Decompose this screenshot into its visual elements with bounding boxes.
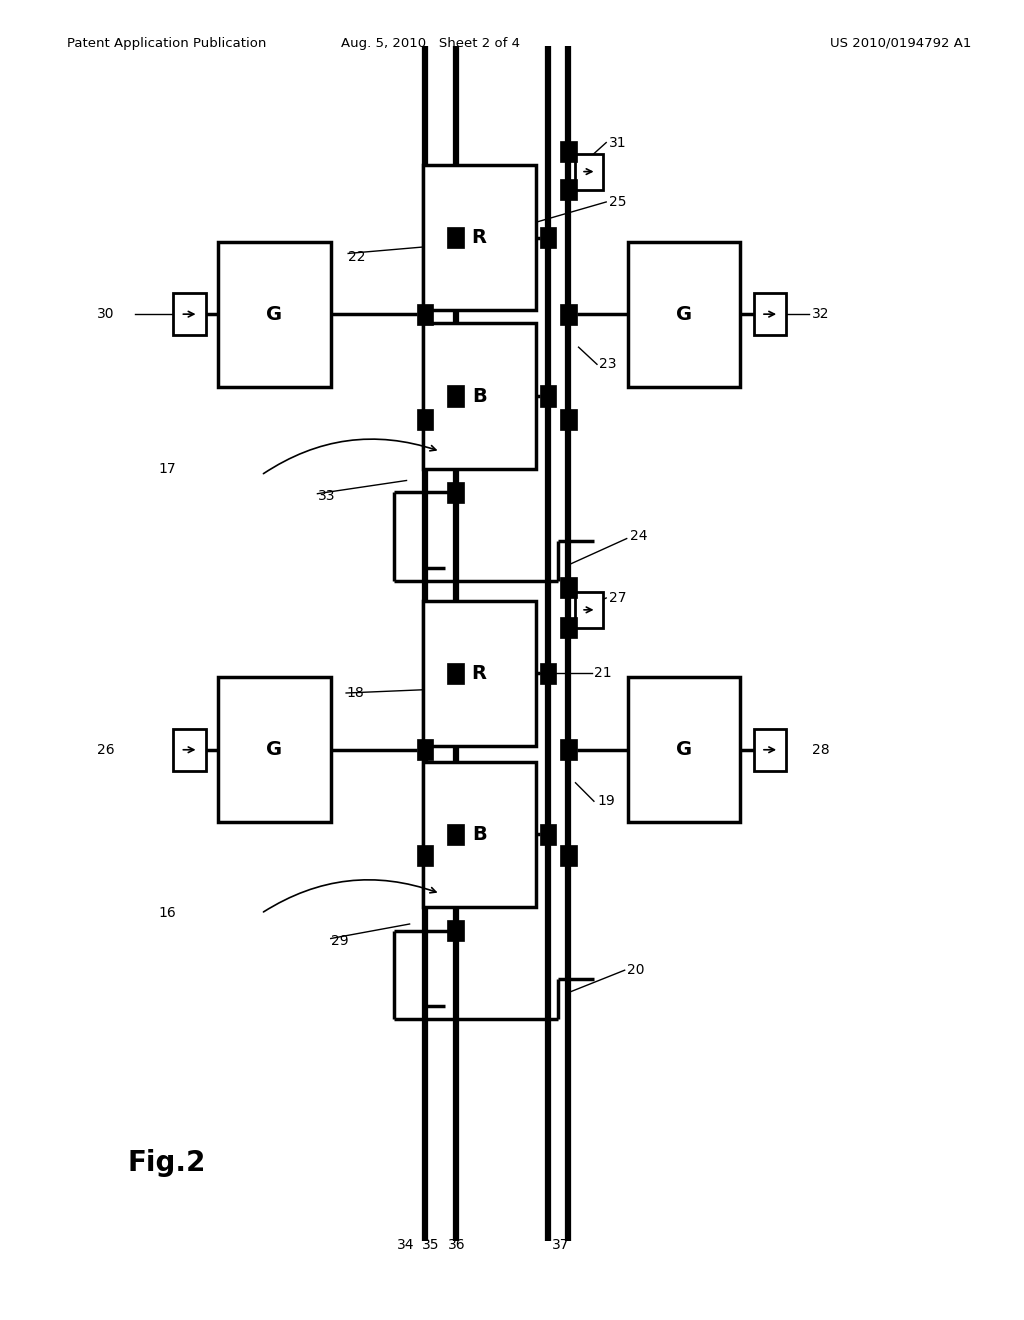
Text: 28: 28 [812,743,829,756]
Bar [218,677,331,822]
Text: Aug. 5, 2010   Sheet 2 of 4: Aug. 5, 2010 Sheet 2 of 4 [341,37,519,50]
Text: R: R [472,228,486,247]
Bar [560,304,577,325]
Bar [540,663,556,684]
Text: 37: 37 [552,1238,570,1251]
Text: 35: 35 [422,1238,440,1251]
Bar [754,293,786,335]
Bar [423,762,536,907]
Text: 30: 30 [97,308,115,321]
Bar [173,729,206,771]
Text: R: R [472,664,486,682]
Text: G: G [676,305,692,323]
Text: Fig.2: Fig.2 [128,1150,207,1177]
Text: B: B [472,387,486,405]
Text: 32: 32 [812,308,829,321]
Text: 26: 26 [97,743,115,756]
Text: 20: 20 [627,964,644,977]
Text: 27: 27 [609,591,627,605]
Text: G: G [676,741,692,759]
Text: Patent Application Publication: Patent Application Publication [67,37,266,50]
Bar [423,323,536,469]
Bar [560,178,577,199]
Text: 31: 31 [609,136,627,149]
Text: 16: 16 [159,907,176,920]
Bar [423,165,536,310]
Bar [423,601,536,746]
Bar [447,385,464,407]
Text: 18: 18 [346,686,364,700]
Text: 36: 36 [447,1238,466,1251]
Bar [540,385,556,407]
Bar [574,591,603,628]
Text: US 2010/0194792 A1: US 2010/0194792 A1 [830,37,972,50]
Text: G: G [266,741,283,759]
Bar [447,227,464,248]
Text: 19: 19 [597,795,614,808]
Bar [447,920,464,941]
Text: 17: 17 [159,462,176,475]
Bar [447,824,464,845]
Bar [560,409,577,430]
Bar [560,845,577,866]
Bar [754,729,786,771]
Text: 22: 22 [348,251,366,264]
Text: 33: 33 [317,490,335,503]
Text: 21: 21 [594,667,611,680]
Bar [417,845,433,866]
Text: 25: 25 [609,195,627,209]
Bar [447,663,464,684]
Bar [417,739,433,760]
Text: 34: 34 [396,1238,415,1251]
Bar [218,242,331,387]
Bar [540,227,556,248]
Bar [628,677,740,822]
Bar [560,141,577,162]
Text: 29: 29 [331,935,348,948]
Bar [447,482,464,503]
Text: B: B [472,825,486,843]
Bar [540,824,556,845]
Bar [628,242,740,387]
Bar [173,293,206,335]
Bar [560,739,577,760]
Bar [560,577,577,598]
Bar [417,304,433,325]
Text: 23: 23 [599,358,616,371]
Bar [574,153,603,190]
Text: G: G [266,305,283,323]
Text: 24: 24 [630,529,647,543]
Bar [560,616,577,638]
Bar [417,409,433,430]
